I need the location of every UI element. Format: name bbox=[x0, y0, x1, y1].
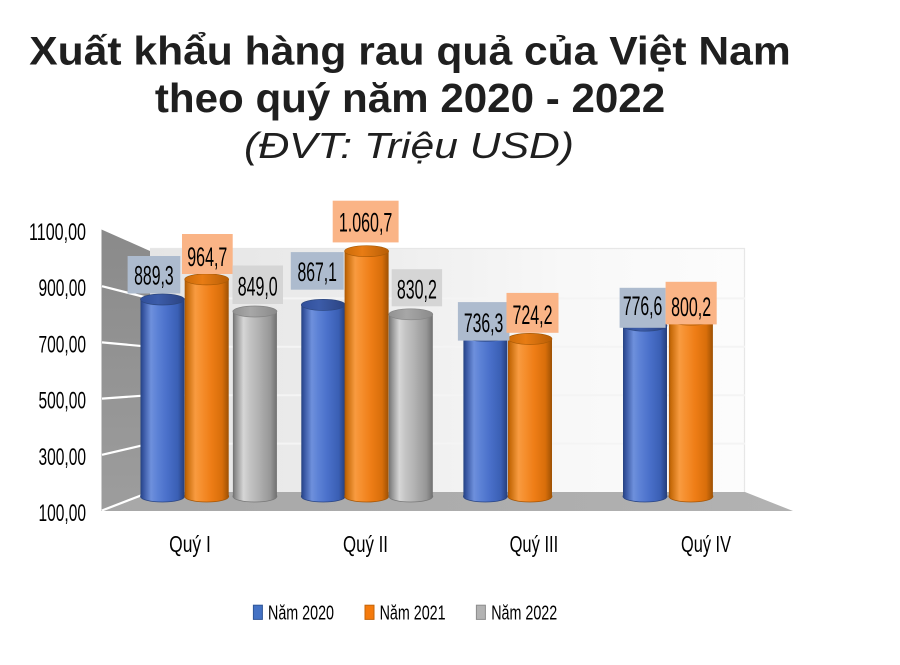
svg-text:Năm 2022: Năm 2022 bbox=[491, 603, 557, 625]
svg-text:Quý II: Quý II bbox=[343, 531, 388, 557]
svg-text:830,2: 830,2 bbox=[397, 274, 437, 304]
svg-text:theo quý năm 2020 - 2022: theo quý năm 2020 - 2022 bbox=[155, 75, 665, 121]
svg-text:Năm 2021: Năm 2021 bbox=[380, 603, 446, 625]
svg-text:500,00: 500,00 bbox=[39, 388, 87, 415]
svg-text:889,3: 889,3 bbox=[134, 260, 174, 290]
svg-text:776,6: 776,6 bbox=[623, 291, 663, 321]
svg-text:1100,00: 1100,00 bbox=[29, 219, 86, 246]
svg-text:Quý I: Quý I bbox=[169, 531, 211, 557]
svg-text:100,00: 100,00 bbox=[39, 500, 87, 527]
svg-text:Xuất khẩu hàng rau quả của Việ: Xuất khẩu hàng rau quả của Việt Nam bbox=[29, 30, 791, 74]
svg-text:724,2: 724,2 bbox=[513, 300, 553, 330]
svg-text:964,7: 964,7 bbox=[187, 242, 227, 272]
svg-text:849,0: 849,0 bbox=[238, 271, 278, 301]
svg-text:300,00: 300,00 bbox=[39, 444, 87, 471]
svg-text:Quý IV: Quý IV bbox=[681, 531, 731, 557]
svg-text:Quý III: Quý III bbox=[510, 531, 559, 557]
svg-text:(ĐVT: Triệu USD): (ĐVT: Triệu USD) bbox=[244, 125, 574, 166]
svg-text:1.060,7: 1.060,7 bbox=[339, 208, 393, 238]
svg-text:736,3: 736,3 bbox=[464, 308, 504, 338]
svg-text:700,00: 700,00 bbox=[39, 331, 87, 358]
svg-text:867,1: 867,1 bbox=[297, 257, 337, 287]
svg-text:900,00: 900,00 bbox=[39, 275, 87, 302]
svg-text:Năm 2020: Năm 2020 bbox=[268, 603, 334, 625]
svg-text:800,2: 800,2 bbox=[671, 292, 711, 322]
